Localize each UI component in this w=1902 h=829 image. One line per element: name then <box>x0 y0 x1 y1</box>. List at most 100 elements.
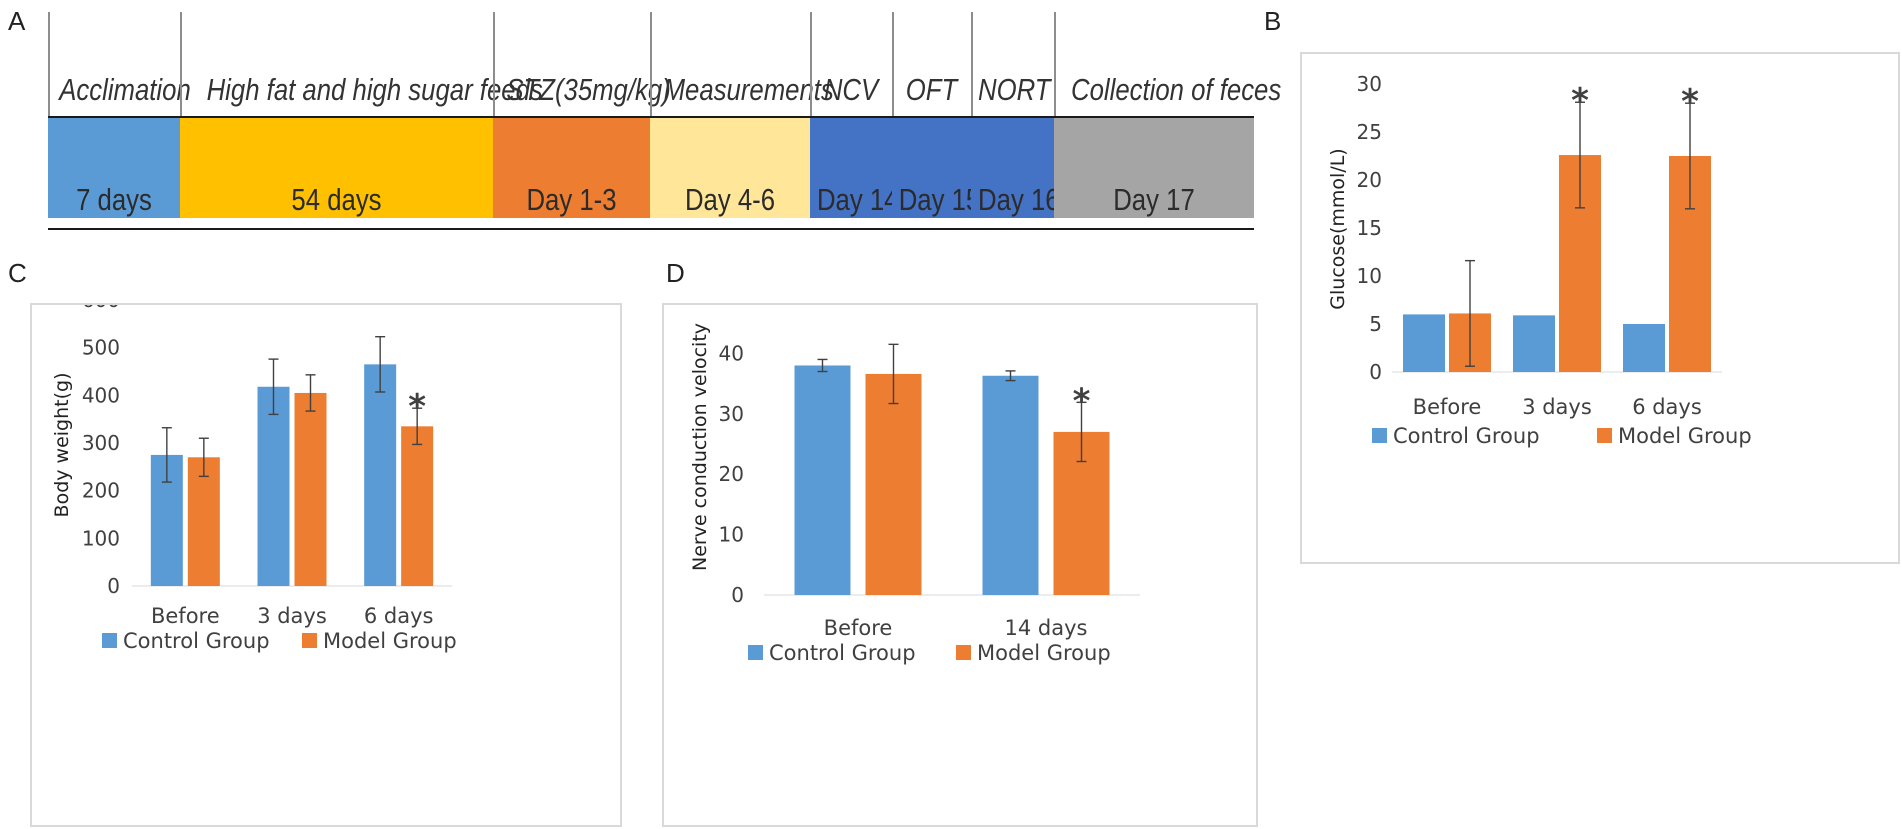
control-bar <box>982 375 1039 595</box>
model-legend-label: Model Group <box>1618 424 1752 448</box>
x-category-label: 3 days <box>1522 395 1592 419</box>
timeline-bar-label: Day 15 <box>898 182 981 217</box>
control-bar <box>257 386 290 586</box>
nerve-conduction-chart: 01020304050Nerve conduction velocityBefo… <box>689 281 1140 665</box>
y-tick-label: 100 <box>82 526 120 550</box>
y-tick-label: 30 <box>1357 72 1382 96</box>
timeline-bar-label: Day 1-3 <box>526 182 617 217</box>
control-bar <box>794 365 851 595</box>
timeline-segment-oft: OFT Day 15 <box>892 12 981 218</box>
timeline-divider <box>650 12 652 218</box>
y-tick-label: 500 <box>82 336 120 360</box>
y-tick-label: 0 <box>1369 360 1382 384</box>
significance-asterisk: * <box>408 387 426 427</box>
control-bar <box>364 364 397 586</box>
y-tick-label: 20 <box>1357 168 1382 192</box>
timeline-divider <box>48 12 50 218</box>
y-axis-label: Nerve conduction velocity <box>689 323 711 571</box>
control-legend-label: Control Group <box>769 641 916 665</box>
glucose-chart-panel: 0 5 10 15 20 25 30 Glucose(mmol/L) Before * 3 days… <box>1300 52 1900 564</box>
y-axis-label: Body weight(g) <box>51 373 73 518</box>
timeline-segment-stz: STZ(35mg/kg) Day 1-3 <box>493 12 671 218</box>
model-legend-swatch <box>956 645 971 660</box>
y-tick-label: 30 <box>719 402 744 426</box>
timeline-phase-label: STZ(35mg/kg) <box>506 72 671 107</box>
y-axis-label: Glucose(mmol/L) <box>1327 148 1349 309</box>
timeline-bar-label: Day 16 <box>978 182 1060 217</box>
model-bar <box>294 392 327 586</box>
panel-letter-d: D <box>666 258 685 288</box>
significance-asterisk: * <box>1681 82 1699 122</box>
body-weight-chart-panel: 0 100 200 300 400 500 600 Body weight(g) Before 3… <box>30 288 622 827</box>
timeline-divider <box>180 12 182 218</box>
panel-letter-c: C <box>8 258 27 288</box>
timeline-divider <box>892 12 894 218</box>
y-tick-label: 5 <box>1369 312 1382 336</box>
control-legend-swatch <box>748 645 763 660</box>
timeline-bottom-rule <box>48 228 1254 230</box>
timeline-bar-label: Day 14 <box>816 182 899 217</box>
significance-asterisk: * <box>1073 381 1091 421</box>
panel-letter-b: B <box>1264 6 1282 36</box>
y-tick-label: 40 <box>719 341 744 365</box>
control-legend-swatch <box>102 633 117 648</box>
model-legend-label: Model Group <box>323 629 457 653</box>
timeline-divider <box>971 12 973 218</box>
model-legend-swatch <box>302 633 317 648</box>
timeline-bar-label: Day 17 <box>1113 182 1195 217</box>
y-tick-label: 0 <box>731 583 744 607</box>
timeline-phase-label: OFT <box>905 72 958 107</box>
timeline-bar-label: Day 4-6 <box>684 182 776 217</box>
timeline-bar: Day 16 <box>971 116 1060 218</box>
timeline-segment-acclimation: Acclimation 7 days <box>48 12 191 218</box>
timeline-bar-label: 54 days <box>291 182 382 217</box>
timeline-phase-label: Acclimation <box>59 72 191 107</box>
x-category-label: 6 days <box>364 604 434 628</box>
timeline-bar: Day 4-6 <box>650 116 810 218</box>
timeline-phase-label: Measurements <box>663 72 834 107</box>
timeline-phase-label: High fat and high sugar feeds <box>206 72 543 107</box>
timeline-segment-feces: Collection of feces Day 17 <box>1054 12 1282 218</box>
y-tick-label: 600 <box>82 305 120 312</box>
x-category-label: 14 days <box>1005 616 1088 640</box>
control-bar <box>1513 315 1555 372</box>
x-category-label: Before <box>1413 395 1482 419</box>
control-legend-label: Control Group <box>1393 424 1540 448</box>
model-legend-swatch <box>1597 428 1612 443</box>
timeline-top-rule <box>48 116 1254 118</box>
timeline-segment-ncv: NCV Day 14 <box>810 12 899 218</box>
y-tick-label: 400 <box>82 383 120 407</box>
timeline-phase-label: NORT <box>978 72 1051 107</box>
timeline-bar: Day 14 <box>810 116 899 218</box>
timeline-divider <box>810 12 812 218</box>
model-bar <box>865 373 922 595</box>
timeline: Acclimation 7 days High fat and high sug… <box>48 12 1282 230</box>
control-legend-swatch <box>1372 428 1387 443</box>
x-category-label: Before <box>824 616 893 640</box>
y-tick-label: 300 <box>82 431 120 455</box>
timeline-segment-feeds: High fat and high sugar feeds 54 days <box>180 12 543 218</box>
timeline-segment-measurements: Measurements Day 4-6 <box>650 12 834 218</box>
timeline-bar: Day 17 <box>1054 116 1254 218</box>
model-bar <box>187 457 220 586</box>
control-legend-label: Control Group <box>123 629 270 653</box>
x-category-label: 3 days <box>257 604 327 628</box>
y-tick-label: 20 <box>719 462 744 486</box>
timeline-bar-label: 7 days <box>76 182 152 217</box>
y-tick-label: 10 <box>719 523 744 547</box>
x-category-label: Before <box>151 604 220 628</box>
timeline-phase-label: Collection of feces <box>1071 72 1282 107</box>
glucose-chart: 0 5 10 15 20 25 30 Glucose(mmol/L) Before * 3 days… <box>1327 72 1752 448</box>
timeline-divider <box>1054 12 1056 218</box>
control-bar <box>1623 324 1665 372</box>
y-tick-label: 0 <box>107 574 120 598</box>
y-tick-label: 10 <box>1357 264 1382 288</box>
timeline-bar: 7 days <box>48 116 180 218</box>
timeline-phase-label: NCV <box>823 72 879 107</box>
panel-letter-a: A <box>8 6 26 36</box>
control-bar <box>1403 314 1445 372</box>
nerve-conduction-chart-panel: 01020304050Nerve conduction velocityBefo… <box>662 281 1258 827</box>
x-category-label: 6 days <box>1632 395 1702 419</box>
timeline-bar: Day 1-3 <box>493 116 650 218</box>
model-legend-label: Model Group <box>977 641 1111 665</box>
